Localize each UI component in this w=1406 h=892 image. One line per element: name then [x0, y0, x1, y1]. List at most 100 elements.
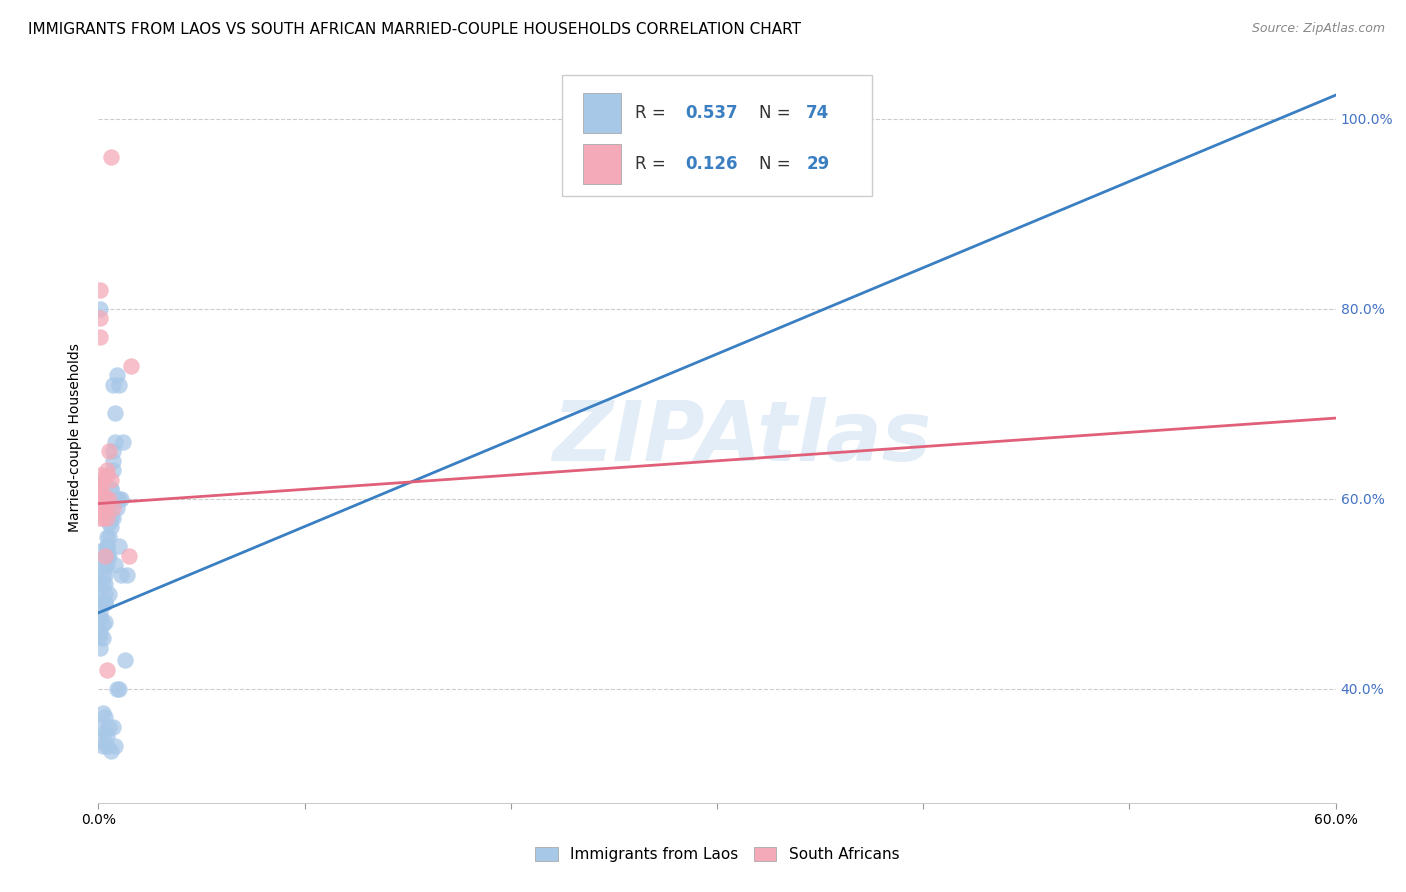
Point [97, 491, 120, 506]
Point [100, 520, 122, 534]
Point [101, 720, 124, 734]
Point [101, 501, 124, 516]
Point [118, 549, 141, 563]
Point [96, 544, 118, 558]
Point [93, 596, 115, 610]
Point [104, 406, 127, 420]
Point [108, 377, 131, 392]
Point [93, 549, 115, 563]
Point [101, 454, 124, 468]
Point [96, 663, 118, 677]
Point [91, 511, 114, 525]
Point [108, 491, 131, 506]
Point [93, 710, 115, 724]
Text: ZIPAtlas: ZIPAtlas [553, 397, 932, 477]
Point [97, 444, 120, 458]
Point [97, 587, 120, 601]
Point [89, 734, 111, 748]
Point [110, 567, 132, 582]
Point [97, 720, 120, 734]
Y-axis label: Married-couple Households: Married-couple Households [69, 343, 83, 532]
Point [96, 549, 118, 563]
Point [91, 739, 114, 753]
Point [105, 491, 128, 506]
Point [89, 640, 111, 655]
Point [91, 567, 114, 582]
Point [96, 468, 118, 483]
Point [91, 491, 114, 506]
Point [101, 377, 124, 392]
Point [91, 596, 114, 610]
Point [89, 477, 111, 491]
Point [97, 549, 120, 563]
Point [89, 330, 111, 344]
Point [93, 491, 115, 506]
Point [105, 681, 128, 696]
Point [93, 491, 115, 506]
Point [93, 577, 115, 591]
Point [91, 617, 114, 632]
Point [91, 577, 114, 591]
Point [96, 463, 118, 477]
Point [89, 630, 111, 644]
Point [93, 615, 115, 630]
Point [97, 511, 120, 525]
Point [91, 473, 114, 487]
Text: 29: 29 [806, 154, 830, 173]
Point [93, 558, 115, 573]
Point [100, 483, 122, 497]
Point [89, 606, 111, 620]
Point [96, 530, 118, 544]
Point [101, 463, 124, 477]
Point [89, 544, 111, 558]
Point [91, 558, 114, 573]
Point [89, 501, 111, 516]
Point [96, 501, 118, 516]
Point [108, 539, 131, 553]
Point [100, 511, 122, 525]
Point [96, 729, 118, 743]
Point [110, 491, 132, 506]
Point [100, 150, 122, 164]
Point [101, 444, 124, 458]
Point [93, 724, 115, 739]
FancyBboxPatch shape [583, 144, 620, 184]
Point [100, 473, 122, 487]
Text: IMMIGRANTS FROM LAOS VS SOUTH AFRICAN MARRIED-COUPLE HOUSEHOLDS CORRELATION CHAR: IMMIGRANTS FROM LAOS VS SOUTH AFRICAN MA… [28, 22, 801, 37]
Point [96, 739, 118, 753]
Point [117, 567, 139, 582]
Point [89, 301, 111, 316]
Point [89, 590, 111, 604]
Point [114, 653, 136, 667]
Point [89, 491, 111, 506]
FancyBboxPatch shape [562, 75, 872, 195]
Point [100, 483, 122, 497]
Point [89, 720, 111, 734]
Point [89, 610, 111, 624]
Point [96, 558, 118, 573]
Point [96, 549, 118, 563]
Text: Source: ZipAtlas.com: Source: ZipAtlas.com [1251, 22, 1385, 36]
Point [89, 483, 111, 497]
Point [104, 558, 127, 573]
Point [89, 468, 111, 483]
Point [96, 539, 118, 553]
Point [112, 434, 135, 449]
FancyBboxPatch shape [583, 93, 620, 133]
Point [91, 706, 114, 720]
Point [96, 539, 118, 553]
Point [89, 624, 111, 639]
Point [89, 511, 111, 525]
Point [108, 681, 131, 696]
Text: N =: N = [759, 103, 796, 121]
Point [105, 368, 128, 383]
Point [93, 587, 115, 601]
Point [89, 311, 111, 326]
Point [104, 434, 127, 449]
Point [97, 501, 120, 516]
Point [89, 283, 111, 297]
Text: R =: R = [636, 154, 672, 173]
Point [97, 530, 120, 544]
Point [101, 511, 124, 525]
Point [104, 739, 127, 753]
